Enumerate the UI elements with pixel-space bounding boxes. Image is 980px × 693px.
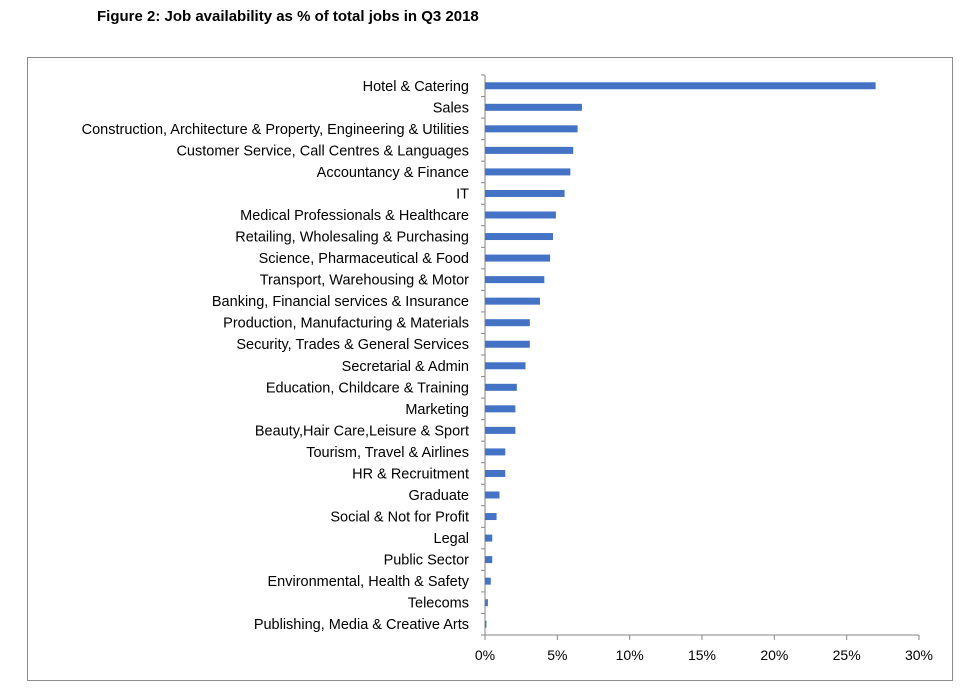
category-label: Public Sector	[384, 553, 470, 569]
bar-chart: Hotel & Catering Sales Construction, Archi…	[82, 74, 933, 663]
value-tick-label: 25%	[833, 647, 861, 663]
bar	[485, 620, 487, 628]
value-tick-label: 20%	[760, 647, 788, 663]
category-label: Customer Service, Call Centres & Languag…	[176, 143, 469, 159]
value-tick-label: 30%	[905, 647, 933, 663]
bar	[485, 577, 491, 585]
bar	[485, 383, 517, 391]
bar	[485, 469, 506, 477]
value-tick-label: 0%	[475, 647, 495, 663]
category-label: Tourism, Travel & Airlines	[306, 445, 469, 461]
category-label: HR & Recruitment	[352, 466, 469, 482]
bar	[485, 276, 545, 284]
bar	[485, 448, 506, 456]
bar	[485, 534, 493, 542]
bar	[485, 103, 582, 111]
category-label: Sales	[433, 100, 469, 116]
bar	[485, 297, 540, 305]
category-label: Accountancy & Finance	[317, 165, 469, 181]
chart-frame: Hotel & Catering Sales Construction, Archi…	[27, 57, 953, 681]
chart-title: Figure 2: Job availability as % of total…	[97, 8, 479, 25]
category-label: Graduate	[409, 488, 469, 504]
bar	[485, 556, 493, 564]
category-label: Legal	[434, 531, 469, 547]
bar	[485, 189, 565, 197]
category-label: Hotel & Catering	[363, 79, 469, 95]
bar	[485, 168, 571, 176]
category-label: Production, Manufacturing & Materials	[223, 316, 469, 332]
bar	[485, 211, 556, 219]
category-label: Transport, Warehousing & Motor	[260, 273, 469, 289]
bar	[485, 340, 530, 348]
category-label: Security, Trades & General Services	[236, 337, 469, 353]
bar	[485, 319, 530, 327]
category-label: Marketing	[405, 402, 469, 418]
bar	[485, 82, 876, 90]
bar	[485, 513, 497, 521]
category-label: Medical Professionals & Healthcare	[240, 208, 469, 224]
bar	[485, 426, 516, 434]
category-label: Banking, Financial services & Insurance	[212, 294, 469, 310]
category-label: Publishing, Media & Creative Arts	[254, 617, 469, 633]
bar	[485, 233, 553, 241]
category-label: Beauty,Hair Care,Leisure & Sport	[255, 423, 469, 439]
value-tick-label: 15%	[688, 647, 716, 663]
category-label: Education, Childcare & Training	[266, 380, 469, 396]
bar	[485, 362, 526, 370]
category-label: Secretarial & Admin	[342, 359, 469, 375]
category-label: Social & Not for Profit	[330, 510, 469, 526]
category-label: Construction, Architecture & Property, E…	[82, 122, 469, 138]
value-tick-label: 5%	[547, 647, 567, 663]
bar	[485, 125, 578, 133]
bar	[485, 405, 516, 413]
value-tick-label: 10%	[616, 647, 644, 663]
category-label: Environmental, Health & Safety	[268, 574, 470, 590]
bar	[485, 254, 551, 262]
category-label: Telecoms	[408, 596, 469, 612]
category-label: Retailing, Wholesaling & Purchasing	[235, 230, 469, 246]
bar	[485, 146, 574, 154]
category-label: IT	[456, 186, 469, 202]
bar	[485, 599, 488, 607]
category-label: Science, Pharmaceutical & Food	[259, 251, 469, 267]
bar	[485, 491, 500, 499]
